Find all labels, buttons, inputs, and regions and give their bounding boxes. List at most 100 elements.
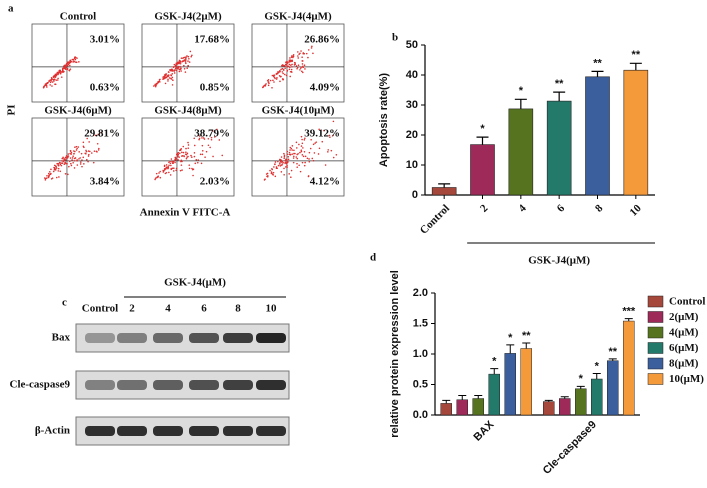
event-dot xyxy=(290,56,293,59)
event-dot xyxy=(62,156,64,159)
y-tick-label: 40 xyxy=(406,69,418,81)
event-dot xyxy=(155,83,158,85)
lower-right-percent: 2.03% xyxy=(200,176,230,188)
y-tick-label: 30 xyxy=(406,99,418,111)
event-dot xyxy=(298,164,300,167)
event-dot xyxy=(194,162,197,165)
event-dot xyxy=(279,158,282,161)
event-dot xyxy=(71,159,73,161)
event-dot xyxy=(55,167,58,169)
event-dot xyxy=(66,162,68,165)
event-dot xyxy=(276,76,278,79)
event-dot xyxy=(76,159,78,161)
event-dot xyxy=(199,153,202,156)
bar xyxy=(488,373,500,416)
event-dot xyxy=(335,153,338,156)
event-dot xyxy=(163,168,166,170)
upper-right-percent: 17.68% xyxy=(194,34,230,46)
event-dot xyxy=(301,142,304,145)
event-dot xyxy=(294,152,296,155)
event-dot xyxy=(296,162,298,165)
event-dot xyxy=(171,167,174,170)
event-dot xyxy=(191,54,193,57)
event-dot xyxy=(286,153,289,156)
event-dot xyxy=(50,77,53,79)
event-dot xyxy=(201,137,203,139)
event-dot xyxy=(93,150,96,152)
event-dot xyxy=(311,45,313,48)
event-dot xyxy=(266,79,269,82)
event-dot xyxy=(275,73,278,75)
blot-band xyxy=(117,426,147,436)
event-dot xyxy=(292,161,295,164)
bar xyxy=(546,100,572,196)
blot-band xyxy=(223,380,253,390)
error-bar xyxy=(490,368,499,375)
event-dot xyxy=(48,175,50,178)
event-dot xyxy=(76,57,78,59)
legend-label: 10(μM) xyxy=(669,373,704,385)
event-dot xyxy=(204,156,206,158)
event-dot xyxy=(282,72,284,75)
event-dot xyxy=(56,79,59,81)
event-dot xyxy=(49,81,52,84)
error-bar xyxy=(458,394,467,400)
event-dot xyxy=(290,176,292,179)
event-dot xyxy=(328,134,331,137)
event-dot xyxy=(312,52,314,55)
event-dot xyxy=(301,138,303,141)
event-dot xyxy=(301,154,304,156)
event-dot xyxy=(52,170,55,173)
event-dot xyxy=(201,153,204,156)
event-dot xyxy=(163,165,166,168)
event-dot xyxy=(306,157,309,160)
event-dot xyxy=(73,159,76,162)
bar xyxy=(559,398,571,416)
event-dot xyxy=(166,75,169,77)
event-dot xyxy=(79,163,82,165)
event-dot xyxy=(57,170,60,172)
event-dot xyxy=(283,152,285,155)
event-dot xyxy=(187,144,190,146)
event-dot xyxy=(287,65,290,68)
event-dot xyxy=(178,156,180,158)
plot-title: GSK-J4(2μM) xyxy=(154,11,222,23)
event-dot xyxy=(281,78,284,80)
bar xyxy=(456,399,468,416)
event-dot xyxy=(288,59,291,61)
event-dot xyxy=(49,84,51,86)
event-dot xyxy=(303,164,306,167)
event-dot xyxy=(65,157,67,159)
panel-label: b xyxy=(392,32,398,44)
event-dot xyxy=(74,56,76,59)
error-bar xyxy=(506,344,515,354)
event-dot xyxy=(72,155,74,158)
upper-right-percent: 39.12% xyxy=(304,128,340,140)
event-dot xyxy=(64,66,67,69)
event-dot xyxy=(183,67,186,70)
event-dot xyxy=(185,157,188,160)
event-dot xyxy=(187,147,190,149)
event-dot xyxy=(283,157,285,160)
event-dot xyxy=(57,167,60,170)
event-dot xyxy=(295,141,298,144)
event-dot xyxy=(302,155,305,158)
significance: * xyxy=(480,123,485,135)
event-dot xyxy=(266,175,269,177)
bar xyxy=(472,398,484,416)
y-tick-label: 10 xyxy=(406,159,418,171)
event-dot xyxy=(73,157,76,160)
blot-band xyxy=(85,380,115,390)
event-dot xyxy=(75,149,78,151)
legend-swatch xyxy=(647,311,664,323)
event-dot xyxy=(283,73,286,76)
error-bar xyxy=(553,91,566,102)
event-dot xyxy=(185,147,187,150)
event-dot xyxy=(218,139,221,141)
event-dot xyxy=(278,74,281,77)
event-dot xyxy=(181,60,184,63)
event-dot xyxy=(177,151,180,154)
event-dot xyxy=(50,168,52,171)
event-dot xyxy=(186,67,188,70)
blot-strip xyxy=(75,370,290,400)
